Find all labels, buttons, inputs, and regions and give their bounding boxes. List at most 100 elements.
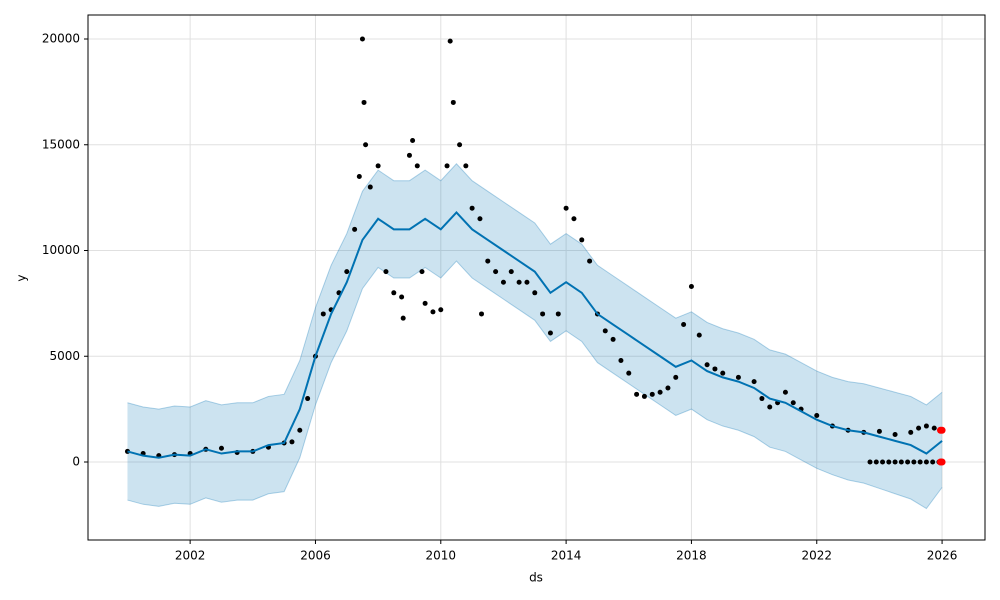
observed-point (923, 459, 929, 465)
observed-point (438, 307, 444, 313)
observed-point (367, 184, 373, 190)
y-tick-label: 10000 (42, 243, 80, 257)
observed-point (430, 309, 436, 315)
highlighted-point (938, 458, 946, 466)
observed-point (892, 459, 898, 465)
observed-point (399, 294, 405, 300)
observed-point (626, 370, 632, 376)
observed-point (892, 432, 898, 438)
observed-point (880, 459, 886, 465)
observed-point (911, 459, 917, 465)
x-tick-label: 2018 (676, 549, 707, 563)
observed-point (688, 283, 694, 289)
observed-point (908, 429, 914, 435)
observed-point (359, 36, 365, 42)
x-tick-label: 2022 (801, 549, 832, 563)
observed-point (712, 366, 718, 372)
observed-point (406, 152, 412, 158)
observed-point (414, 163, 420, 169)
observed-point (917, 459, 923, 465)
x-tick-label: 2006 (300, 549, 331, 563)
observed-point (400, 315, 406, 321)
observed-point (563, 205, 569, 211)
observed-point (218, 445, 224, 451)
observed-point (930, 459, 936, 465)
x-tick-label: 2026 (927, 549, 958, 563)
observed-point (508, 269, 514, 275)
observed-point (767, 404, 773, 410)
x-tick-label: 2002 (175, 549, 206, 563)
observed-point (289, 439, 295, 445)
x-tick-label: 2014 (551, 549, 582, 563)
observed-point (540, 311, 546, 317)
x-tick-label: 2010 (426, 549, 457, 563)
observed-point (905, 459, 911, 465)
observed-point (579, 237, 585, 243)
observed-point (532, 290, 538, 296)
observed-point (391, 290, 397, 296)
forecast-line (127, 210, 943, 459)
observed-point (898, 459, 904, 465)
observed-point (479, 311, 485, 317)
observed-point (602, 328, 608, 334)
observed-point (477, 216, 483, 222)
y-tick-label: 20000 (42, 32, 80, 46)
observed-point (916, 425, 922, 431)
observed-point (447, 38, 453, 44)
observed-point (657, 389, 663, 395)
highlighted-point (938, 426, 946, 434)
observed-point (759, 396, 765, 402)
observed-point (923, 423, 929, 429)
observed-point (297, 427, 303, 433)
observed-point (735, 374, 741, 380)
y-tick-label: 15000 (42, 137, 80, 151)
observed-point (457, 142, 463, 148)
uncertainty-band (127, 163, 943, 509)
x-axis-label: ds (529, 571, 543, 585)
observed-point (555, 311, 561, 317)
observed-point (485, 258, 491, 264)
observed-point (681, 322, 687, 328)
observed-point (704, 362, 710, 368)
observed-point (867, 459, 873, 465)
observed-point (649, 391, 655, 397)
y-tick-label: 5000 (49, 349, 80, 363)
observed-point (419, 269, 425, 275)
observed-point (696, 332, 702, 338)
observed-point (410, 138, 416, 144)
observed-point (450, 99, 456, 105)
observed-point (641, 393, 647, 399)
observed-point (352, 226, 358, 232)
observed-point (375, 163, 381, 169)
observed-point (587, 258, 593, 264)
observed-point (516, 279, 522, 285)
observed-point (469, 205, 475, 211)
observed-point (571, 216, 577, 222)
observed-point (320, 311, 326, 317)
observed-point (383, 269, 389, 275)
observed-point (524, 279, 530, 285)
observed-point (361, 99, 367, 105)
observed-point (493, 269, 499, 275)
observed-point (673, 374, 679, 380)
plot-frame (87, 14, 986, 541)
observed-point (500, 279, 506, 285)
observed-point (886, 459, 892, 465)
observed-point (634, 391, 640, 397)
y-axis-label: y (15, 274, 29, 281)
y-tick-label: 0 (72, 454, 80, 468)
observed-point (876, 428, 882, 434)
observed-point (790, 400, 796, 406)
observed-point (422, 300, 428, 306)
observed-point (356, 173, 362, 179)
observed-point (814, 412, 820, 418)
observed-point (751, 379, 757, 385)
observed-point (610, 336, 616, 342)
observed-point (873, 459, 879, 465)
observed-point (344, 269, 350, 275)
observed-point (618, 357, 624, 363)
lower-bound (127, 260, 943, 510)
observed-point (931, 425, 937, 431)
observed-point (363, 142, 369, 148)
